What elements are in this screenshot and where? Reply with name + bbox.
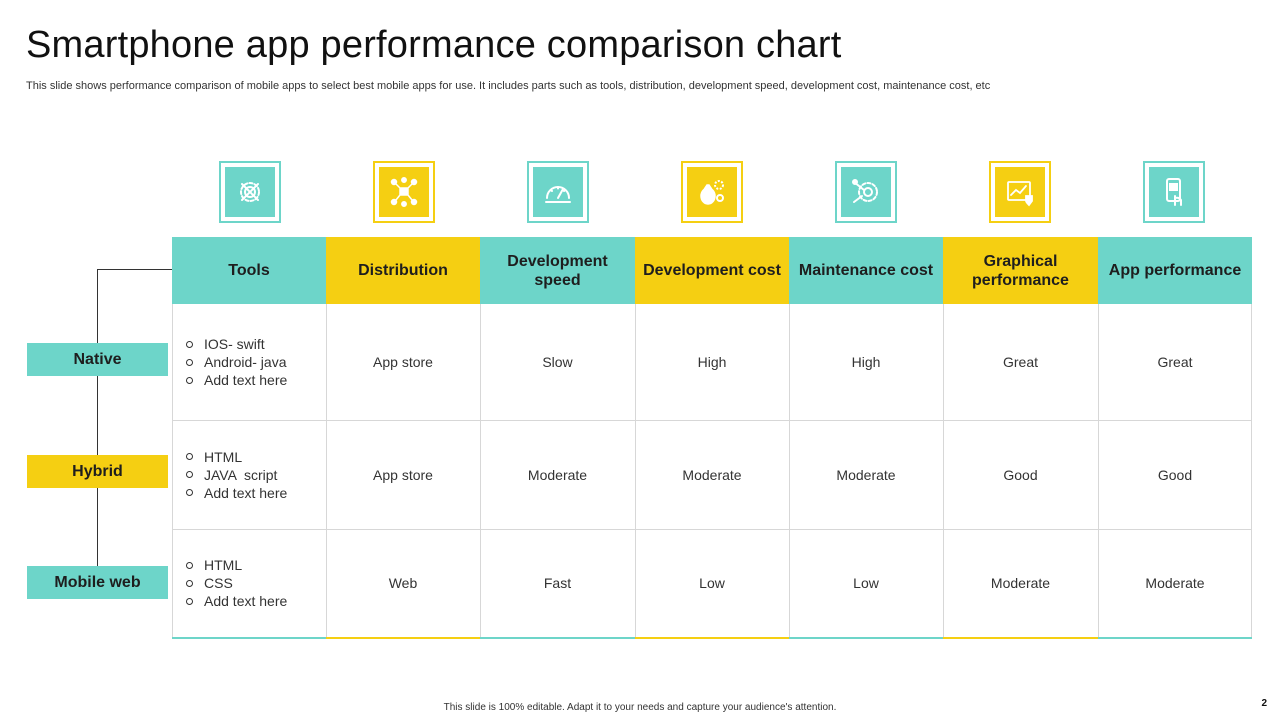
footer-note: This slide is 100% editable. Adapt it to… bbox=[443, 702, 837, 713]
table-cell: High bbox=[697, 354, 727, 370]
table-cell: Great bbox=[1002, 354, 1038, 370]
gear-maintenance-icon bbox=[835, 161, 897, 223]
row-label-native: Native bbox=[27, 343, 168, 376]
column-header-graphical: Graphical performance bbox=[943, 237, 1098, 304]
table-cell: App store bbox=[373, 354, 433, 370]
table-cell: Web bbox=[388, 575, 418, 591]
table-body: IOS- swift Android- java Add text here A… bbox=[172, 304, 1252, 639]
table-cell: Moderate bbox=[527, 466, 588, 483]
table-cell: App store bbox=[373, 466, 433, 483]
table-row-hybrid-tools: HTML JAVA script Add text here bbox=[172, 420, 326, 529]
speedometer-icon bbox=[527, 161, 589, 223]
smartphone-touch-icon bbox=[1143, 161, 1205, 223]
column-header-dev-speed: Development speed bbox=[480, 237, 635, 304]
table-cell: Fast bbox=[543, 575, 572, 591]
table-cell: Moderate bbox=[1145, 575, 1205, 591]
table-cell: Moderate bbox=[682, 466, 742, 483]
table-cell: Moderate bbox=[990, 575, 1051, 591]
column-header-tools: Tools bbox=[172, 237, 326, 304]
table-row-native-tools: IOS- swift Android- java Add text here bbox=[172, 304, 326, 420]
table-cell: Slow bbox=[542, 354, 573, 370]
table-cell: Good bbox=[1157, 466, 1193, 483]
wrench-gear-icon bbox=[219, 161, 281, 223]
network-distribution-icon bbox=[373, 161, 435, 223]
column-header-dev-cost: Development cost bbox=[635, 237, 789, 304]
row-label-mobile-web: Mobile web bbox=[27, 566, 168, 599]
table-cell: High bbox=[851, 354, 881, 370]
table-cell: Moderate bbox=[836, 466, 896, 483]
column-header-maint-cost: Maintenance cost bbox=[789, 237, 943, 304]
table-cell: Low bbox=[699, 575, 725, 591]
page-title: Smartphone app performance comparison ch… bbox=[26, 24, 842, 66]
row-label-hybrid: Hybrid bbox=[27, 455, 168, 488]
table-cell: Good bbox=[1003, 466, 1038, 483]
page-subtitle: This slide shows performance comparison … bbox=[26, 80, 991, 92]
money-bag-gear-icon bbox=[681, 161, 743, 223]
connector-line bbox=[97, 269, 172, 270]
connector-line bbox=[97, 269, 98, 567]
table-cell: Great bbox=[1157, 354, 1193, 370]
comparison-table: Tools Distribution Development speed Dev… bbox=[172, 237, 1252, 639]
table-row-mobile-web-tools: HTML CSS Add text here bbox=[172, 529, 326, 637]
column-header-distribution: Distribution bbox=[326, 237, 480, 304]
chart-shield-icon bbox=[989, 161, 1051, 223]
page-number: 2 bbox=[1261, 698, 1267, 709]
table-cell: Low bbox=[853, 575, 879, 591]
column-header-app-perf: App performance bbox=[1098, 237, 1252, 304]
